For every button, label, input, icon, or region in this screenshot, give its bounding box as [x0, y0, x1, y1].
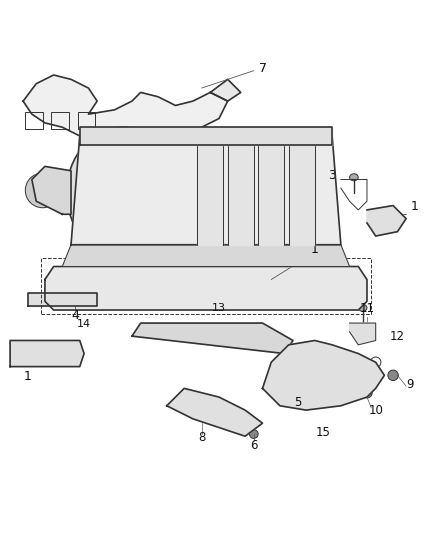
Polygon shape [258, 144, 284, 245]
Ellipse shape [228, 138, 254, 151]
Ellipse shape [362, 387, 372, 398]
Polygon shape [71, 136, 341, 245]
Text: 5: 5 [293, 396, 301, 409]
Text: 2: 2 [276, 140, 284, 154]
Polygon shape [10, 341, 84, 367]
Ellipse shape [67, 127, 180, 258]
Polygon shape [167, 389, 262, 436]
Ellipse shape [358, 304, 367, 311]
Polygon shape [228, 144, 254, 245]
Text: 1: 1 [311, 244, 319, 256]
Polygon shape [289, 144, 315, 245]
Ellipse shape [25, 173, 60, 208]
Text: 3: 3 [328, 169, 336, 182]
Polygon shape [350, 323, 376, 345]
Text: 13: 13 [212, 303, 226, 313]
Ellipse shape [388, 370, 398, 381]
Polygon shape [367, 206, 406, 236]
Text: 7: 7 [258, 62, 266, 75]
Polygon shape [262, 341, 385, 410]
Polygon shape [62, 245, 350, 266]
Text: 1: 1 [411, 200, 419, 213]
Polygon shape [80, 127, 332, 144]
Text: 4: 4 [71, 309, 79, 322]
Text: 1: 1 [24, 370, 32, 383]
Polygon shape [210, 79, 241, 101]
Polygon shape [132, 323, 293, 353]
Text: 14: 14 [77, 319, 91, 329]
Ellipse shape [350, 174, 358, 181]
Ellipse shape [80, 140, 167, 245]
Ellipse shape [258, 138, 284, 151]
Ellipse shape [197, 138, 223, 151]
Polygon shape [32, 166, 71, 214]
Polygon shape [45, 266, 367, 310]
Polygon shape [23, 75, 228, 140]
Text: 9: 9 [407, 378, 414, 391]
Ellipse shape [280, 349, 350, 401]
Text: 11: 11 [360, 302, 374, 315]
Polygon shape [197, 144, 223, 245]
Ellipse shape [289, 138, 315, 151]
Text: 6: 6 [250, 439, 258, 453]
Polygon shape [28, 293, 97, 305]
Text: 10: 10 [368, 405, 383, 417]
Text: 12: 12 [390, 330, 405, 343]
Text: 15: 15 [316, 426, 331, 439]
Text: 8: 8 [198, 431, 205, 443]
Ellipse shape [250, 430, 258, 439]
